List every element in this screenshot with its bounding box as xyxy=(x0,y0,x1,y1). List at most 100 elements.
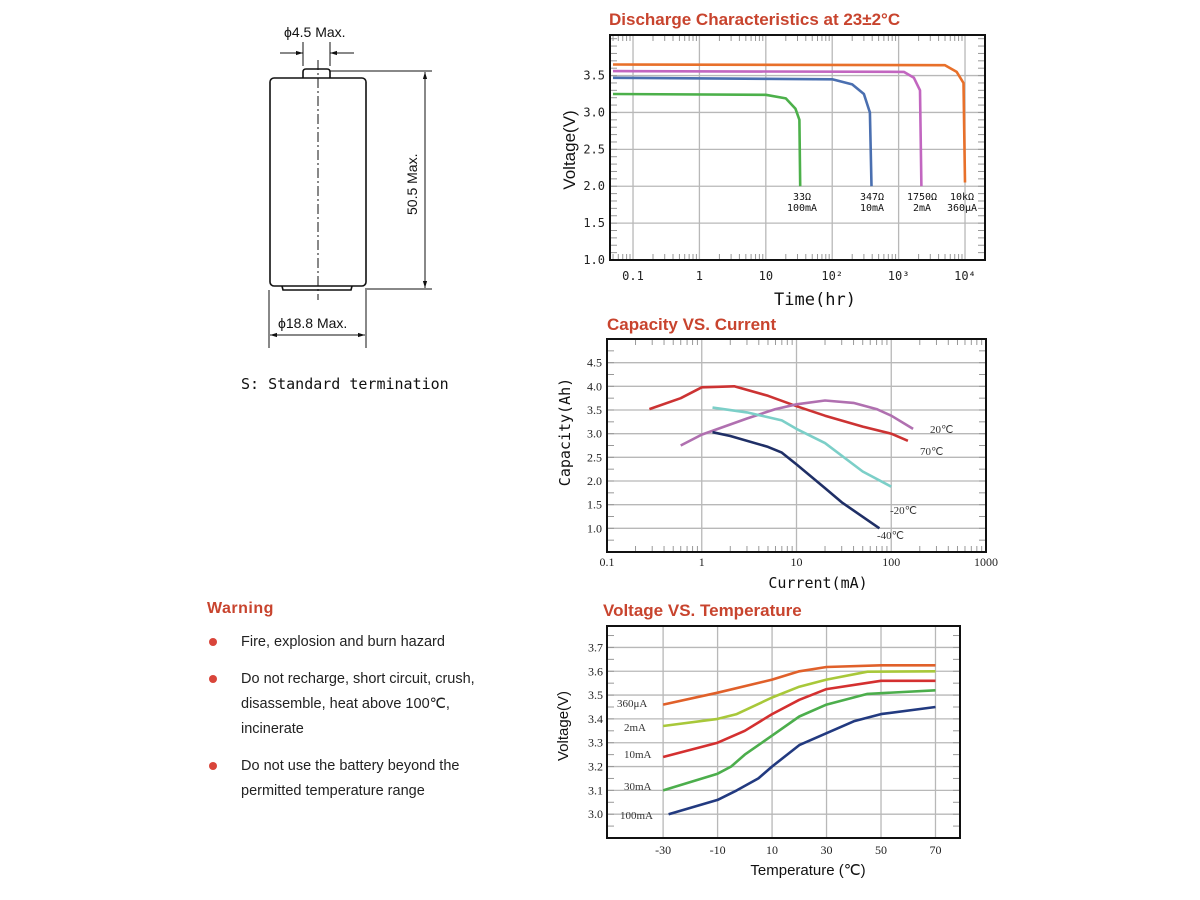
series-line-347 xyxy=(612,76,873,187)
y-tick-label: 3.0 xyxy=(587,427,602,441)
x-tick-label: 70 xyxy=(929,843,941,857)
plot-frame xyxy=(606,625,961,839)
y-axis-label: Voltage(V) xyxy=(555,691,572,761)
series-sublabel: 10mA xyxy=(860,203,884,214)
y-tick-label: 1.5 xyxy=(587,498,602,512)
plot-frame xyxy=(609,34,986,261)
chart-title: Discharge Characteristics at 23±2°C xyxy=(609,10,900,29)
y-tick-label: 1.0 xyxy=(587,521,602,535)
y-tick-label: 2.5 xyxy=(587,450,602,464)
x-tick-label: -10 xyxy=(710,843,726,857)
y-axis-label: Capacity(Ah) xyxy=(556,378,574,486)
series-line-100mA xyxy=(668,705,936,816)
y-axis-label: Voltage(V) xyxy=(560,110,579,189)
warning-text: permitted temperature range xyxy=(241,783,425,799)
x-tick-label: 10 xyxy=(766,843,778,857)
series-label: 70℃ xyxy=(920,446,943,458)
x-tick-label: 100 xyxy=(882,555,900,569)
series-label: 30mA xyxy=(624,781,652,793)
battery-bottom xyxy=(281,285,353,291)
series-line-30mA xyxy=(662,689,936,792)
series-label: -40℃ xyxy=(877,530,904,542)
chart-title: Capacity VS. Current xyxy=(607,315,776,334)
series-line-70 xyxy=(680,399,914,447)
terminal-diameter-label: ϕ4.5 Max. xyxy=(284,24,346,40)
series-label: 20℃ xyxy=(930,424,953,436)
y-tick-label: 3.7 xyxy=(588,640,603,654)
chart-3: Voltage VS. Temperature 3.0 3.1 3.2 3.3 3.4 3.… xyxy=(555,601,961,879)
battery-terminal xyxy=(302,68,331,78)
series-line-20 xyxy=(648,385,909,442)
x-axis-label: Current(mA) xyxy=(768,574,867,592)
x-axis-label: Temperature (℃) xyxy=(750,862,865,879)
series-line-10k xyxy=(612,63,967,183)
series-line-10mA xyxy=(662,679,936,759)
warning-text: Do not use the battery beyond the xyxy=(241,758,460,774)
bullet-icon xyxy=(209,638,217,646)
warning-text: Fire, explosion and burn hazard xyxy=(241,634,445,650)
height-label: 50.5 Max. xyxy=(404,154,420,215)
chart-2: Capacity VS. Current 1.0 1.5 2.0 2.5 3.0 3.5 4.… xyxy=(556,315,998,592)
warning-text: disassemble, heat above 100℃, xyxy=(241,696,450,712)
chart-title: Voltage VS. Temperature xyxy=(603,601,802,620)
y-tick-label: 3.3 xyxy=(588,736,603,750)
warning-text: Do not recharge, short circuit, crush, xyxy=(241,671,475,687)
y-tick-label: 3.2 xyxy=(588,760,603,774)
y-tick-label: 1.0 xyxy=(583,253,605,267)
chart-1: Discharge Characteristics at 23±2°C 1.0 1.… xyxy=(560,10,986,310)
y-tick-label: 3.0 xyxy=(583,105,605,119)
y-tick-label: 3.6 xyxy=(588,664,603,678)
series-line-1750 xyxy=(612,69,923,187)
x-tick-label: 10 xyxy=(759,269,773,283)
series-label: -20℃ xyxy=(890,505,917,517)
bullet-icon xyxy=(209,762,217,770)
x-tick-label: 0.1 xyxy=(600,555,615,569)
bullet-icon xyxy=(209,675,217,683)
x-tick-label: 10³ xyxy=(888,269,910,283)
termination-caption: S: Standard termination xyxy=(241,375,449,393)
warning-title: Warning xyxy=(207,600,274,617)
series-label: 10mA xyxy=(624,749,652,761)
series-line-33 xyxy=(612,92,802,187)
series-line--20 xyxy=(712,406,892,488)
warning-section: Warning Fire, explosion and burn hazard … xyxy=(207,600,527,816)
series-sublabel: 2mA xyxy=(913,203,931,214)
x-tick-label: 1 xyxy=(699,555,705,569)
series-label: 10kΩ xyxy=(950,192,974,203)
y-tick-label: 3.5 xyxy=(583,69,605,83)
warning-item: Do not recharge, short circuit, crush, d… xyxy=(207,667,527,742)
y-tick-label: 3.5 xyxy=(587,403,602,417)
plot-frame xyxy=(606,338,987,553)
x-tick-label: -30 xyxy=(655,843,671,857)
x-tick-label: 0.1 xyxy=(622,269,644,283)
warning-text: incinerate xyxy=(241,721,304,737)
x-axis-label: Time(hr) xyxy=(774,290,856,310)
y-tick-label: 3.0 xyxy=(588,807,603,821)
series-line-360A xyxy=(662,664,936,706)
y-tick-label: 4.0 xyxy=(587,379,602,393)
x-tick-label: 30 xyxy=(821,843,833,857)
x-tick-label: 50 xyxy=(875,843,887,857)
x-tick-label: 1000 xyxy=(974,555,998,569)
series-label: 2mA xyxy=(624,722,646,734)
x-tick-label: 10² xyxy=(821,269,843,283)
y-tick-label: 4.5 xyxy=(587,356,602,370)
series-label: 33Ω xyxy=(793,192,811,203)
warning-item: Fire, explosion and burn hazard xyxy=(207,630,527,655)
y-tick-label: 1.5 xyxy=(583,216,605,230)
series-label: 347Ω xyxy=(860,192,884,203)
y-tick-label: 2.0 xyxy=(587,474,602,488)
x-tick-label: 1 xyxy=(696,269,703,283)
y-tick-label: 2.5 xyxy=(583,142,605,156)
y-tick-label: 2.0 xyxy=(583,179,605,193)
x-tick-label: 10 xyxy=(791,555,803,569)
series-sublabel: 360μA xyxy=(947,203,977,214)
warning-item: Do not use the battery beyond the permit… xyxy=(207,754,527,804)
series-label: 100mA xyxy=(620,810,653,822)
series-label: 360μA xyxy=(617,698,647,710)
y-tick-label: 3.5 xyxy=(588,688,603,702)
x-tick-label: 10⁴ xyxy=(954,269,976,283)
